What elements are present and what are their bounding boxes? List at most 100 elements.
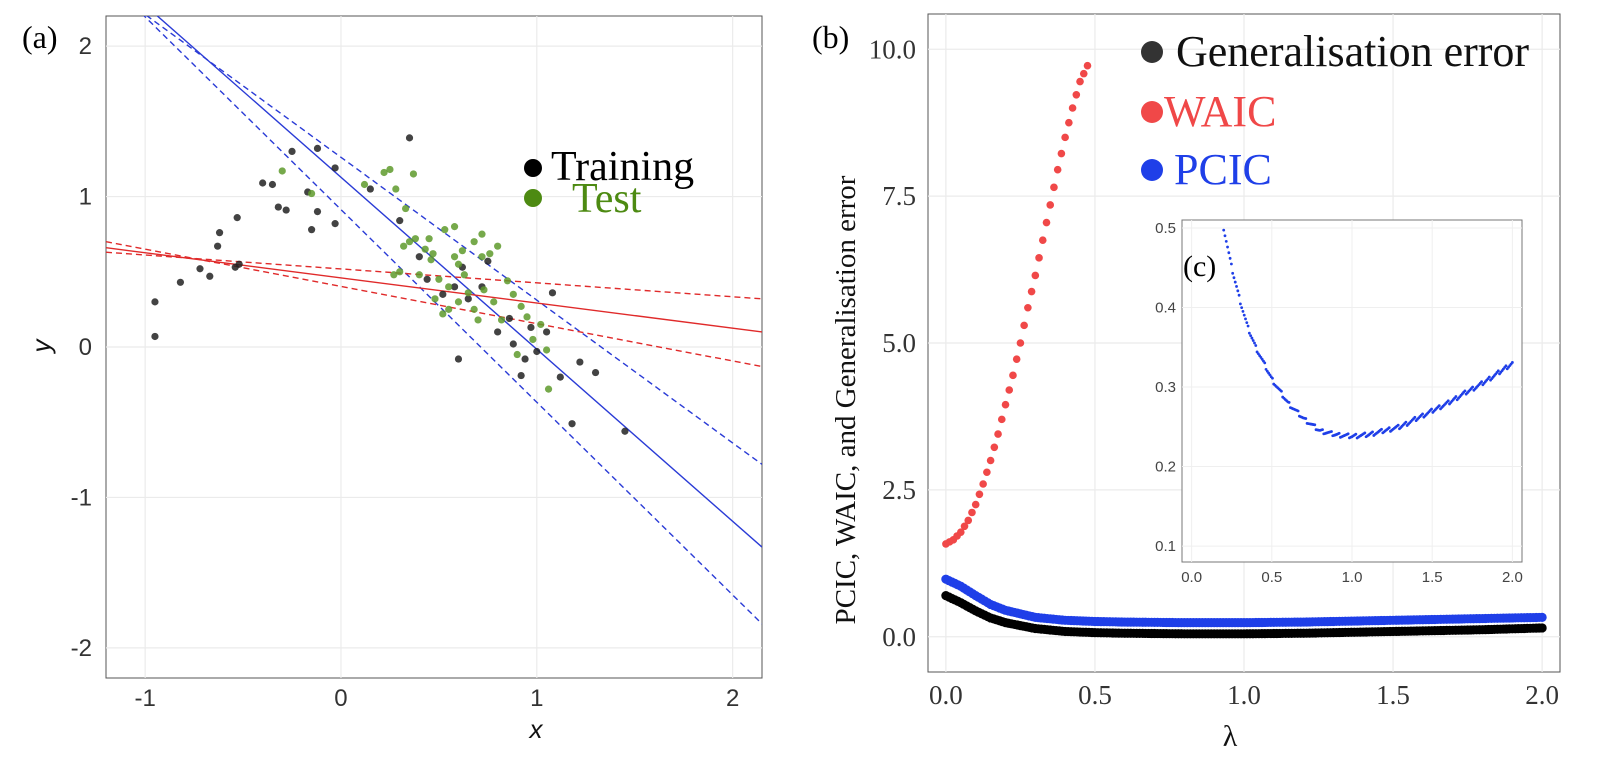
- panel-c-point-pcic: [1247, 331, 1251, 335]
- panel-b-point-waic: [1046, 201, 1055, 209]
- panel-a-point-training: [450, 283, 459, 291]
- panel-c-point-pcic: [1223, 234, 1227, 238]
- panel-b-point-waic: [1016, 339, 1025, 347]
- panel-b-point-waic: [1031, 271, 1040, 280]
- legend-label-training: Training: [551, 144, 694, 190]
- panel-c-point-pcic: [1510, 361, 1514, 364]
- panel-c-point-pcic: [1287, 401, 1291, 404]
- panel-b-point-waic: [964, 516, 973, 525]
- panel-a-point-test: [439, 310, 447, 318]
- panel-a-ylabel: y: [26, 338, 56, 355]
- panel-a-point-training: [176, 278, 185, 286]
- panel-c-point-pcic: [1437, 404, 1441, 407]
- panel-b-xtick-label: 1.5: [1376, 680, 1410, 710]
- panel-a-line-red-band-lower: [106, 240, 762, 368]
- panel-b-point-waic: [994, 430, 1002, 438]
- panel-a-point-test: [431, 295, 439, 303]
- panel-a-point-training: [313, 207, 322, 216]
- panel-a-point-test: [470, 305, 478, 313]
- panel-b-point-waic: [983, 468, 991, 477]
- panel-a-point-training: [494, 328, 502, 336]
- panel-a-xtick-label: -1: [134, 685, 155, 712]
- panel-a-point-test: [445, 305, 453, 313]
- panel-a-point-test: [396, 268, 404, 276]
- panel-c-point-pcic: [1480, 380, 1483, 384]
- panel-a-point-test: [544, 385, 553, 393]
- panel-a-point-training: [366, 185, 374, 193]
- panel-a-ytick-label: 0: [79, 334, 92, 361]
- panel-a-xtick-label: 2: [726, 685, 739, 712]
- panel-b-point-waic: [1083, 61, 1092, 70]
- panel-b-point-pcic: [1537, 612, 1547, 622]
- panel-c-point-pcic: [1249, 334, 1253, 338]
- panel-a-point-training: [405, 134, 414, 142]
- panel-a-point-training: [464, 295, 472, 303]
- panel-a-point-training: [591, 368, 600, 377]
- panel-a-point-test: [427, 256, 435, 264]
- panel-b-point-waic: [1009, 371, 1017, 380]
- panel-b-xtick-label: 0.0: [929, 680, 963, 710]
- legend-label-test: Test: [572, 176, 642, 222]
- panel-c-point-pcic: [1471, 385, 1475, 389]
- panel-a-point-training: [454, 355, 463, 363]
- panel-c-point-pcic: [1229, 262, 1233, 266]
- panel-b-point-waic: [1076, 77, 1084, 86]
- panel-c-point-pcic: [1232, 276, 1236, 280]
- panel-b-point-waic: [1079, 69, 1088, 78]
- legend-marker-test: [524, 189, 542, 207]
- panel-c-point-pcic: [1371, 430, 1374, 434]
- panel-b-ytick-label: 0.0: [882, 622, 916, 652]
- panel-a-point-test: [517, 302, 525, 310]
- panel-a-point-test: [503, 277, 512, 285]
- panel-c-point-pcic: [1254, 344, 1258, 347]
- panel-b-point-waic: [1065, 118, 1073, 127]
- panel-c-xtick-label: 0.5: [1261, 569, 1282, 586]
- panel-c-point-pcic: [1231, 271, 1235, 275]
- panel-a-point-training: [331, 220, 339, 228]
- panel-c-point-pcic: [1304, 417, 1308, 420]
- panel-a-point-training: [527, 323, 535, 332]
- panel-c-tag: (c): [1183, 250, 1216, 283]
- panel-a-xtick-label: 1: [530, 685, 543, 712]
- panel-c-point-pcic: [1228, 256, 1232, 260]
- panel-b-point-waic: [997, 415, 1006, 424]
- panel-a-point-test: [405, 238, 414, 246]
- panel-c-point-pcic: [1454, 395, 1458, 398]
- panel-a-point-test: [411, 235, 419, 243]
- panel-b-point-waic: [990, 443, 999, 452]
- panel-a-point-training: [215, 229, 224, 237]
- panel-a-point-training: [568, 420, 576, 428]
- panel-b-legend: Generalisation error WAIC PCIC: [1141, 27, 1529, 194]
- panel-b-point-waic: [1001, 400, 1010, 409]
- panel-a-point-test: [421, 245, 429, 253]
- panel-c-point-pcic: [1271, 376, 1274, 380]
- legend-marker-training: [524, 159, 542, 177]
- panel-a-point-test: [494, 242, 502, 250]
- panel-c-point-pcic: [1241, 309, 1245, 313]
- panel-c-ytick-label: 0.2: [1155, 459, 1176, 476]
- panel-a-point-test: [409, 170, 418, 178]
- panel-a-line-red-fit: [106, 247, 762, 333]
- panel-a-point-test: [415, 271, 423, 279]
- panel-c-ytick-label: 0.5: [1155, 220, 1176, 237]
- panel-c-point-pcic: [1224, 239, 1228, 243]
- panel-b-xtick-label: 2.0: [1525, 680, 1559, 710]
- panel-a-point-test: [390, 271, 398, 279]
- panel-a-point-test: [513, 350, 521, 359]
- panel-c-point-pcic: [1240, 306, 1244, 310]
- panel-c-point-pcic: [1245, 321, 1249, 324]
- panel-b-point-waic: [975, 490, 984, 499]
- legend-marker-pcic: [1141, 159, 1163, 181]
- panel-c-point-pcic: [1404, 420, 1408, 424]
- panel-a-point-test: [429, 250, 437, 258]
- panel-b-point-waic: [960, 522, 969, 531]
- panel-b-point-waic: [1042, 218, 1051, 227]
- panel-c-point-pcic: [1250, 336, 1254, 340]
- panel-c-point-pcic: [1337, 431, 1341, 435]
- panel-c-point-pcic: [1396, 423, 1400, 427]
- panel-b-point-waic: [1005, 386, 1014, 394]
- panel-b-point-waic: [979, 480, 987, 488]
- panel-b-point-waic: [1050, 183, 1058, 192]
